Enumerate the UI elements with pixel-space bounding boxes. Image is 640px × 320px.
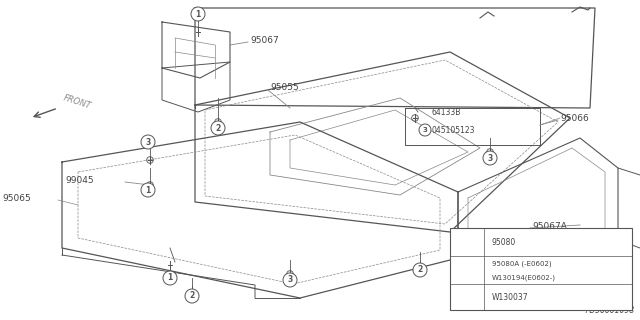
Text: 3: 3: [422, 127, 428, 133]
Text: 2: 2: [216, 124, 221, 132]
Text: 045105123: 045105123: [432, 125, 476, 134]
Text: 95055: 95055: [270, 83, 299, 92]
Text: W130194(E0602-): W130194(E0602-): [492, 275, 556, 281]
Text: 95065: 95065: [2, 194, 31, 203]
Text: 2: 2: [189, 292, 195, 300]
Bar: [450, 228, 632, 310]
Text: 3: 3: [465, 295, 469, 301]
Text: W130037: W130037: [492, 293, 529, 302]
Circle shape: [141, 135, 155, 149]
Text: 64133B: 64133B: [432, 108, 461, 116]
Circle shape: [141, 183, 155, 197]
Text: 2: 2: [417, 266, 422, 275]
Circle shape: [483, 151, 497, 165]
Text: 1: 1: [465, 239, 469, 245]
Text: 3: 3: [145, 138, 150, 147]
Circle shape: [163, 271, 177, 285]
Text: 95066: 95066: [560, 114, 589, 123]
Circle shape: [461, 264, 473, 276]
Circle shape: [191, 7, 205, 21]
Circle shape: [413, 263, 427, 277]
Circle shape: [419, 124, 431, 136]
Circle shape: [461, 292, 473, 304]
Text: 95080A (-E0602): 95080A (-E0602): [492, 261, 552, 267]
Circle shape: [461, 236, 473, 248]
Text: 95080: 95080: [492, 237, 516, 246]
Text: 95067A: 95067A: [532, 221, 567, 230]
Text: 99045: 99045: [65, 175, 93, 185]
Text: 1: 1: [195, 10, 200, 19]
Text: FRONT: FRONT: [62, 93, 92, 111]
Circle shape: [211, 121, 225, 135]
Text: 1: 1: [145, 186, 150, 195]
Text: 2: 2: [465, 267, 469, 273]
Text: A950001098: A950001098: [586, 306, 635, 315]
Text: 3: 3: [488, 154, 493, 163]
Circle shape: [283, 273, 297, 287]
Text: 3: 3: [287, 276, 292, 284]
Text: 95067: 95067: [250, 36, 279, 44]
Text: 1: 1: [168, 274, 173, 283]
Circle shape: [185, 289, 199, 303]
